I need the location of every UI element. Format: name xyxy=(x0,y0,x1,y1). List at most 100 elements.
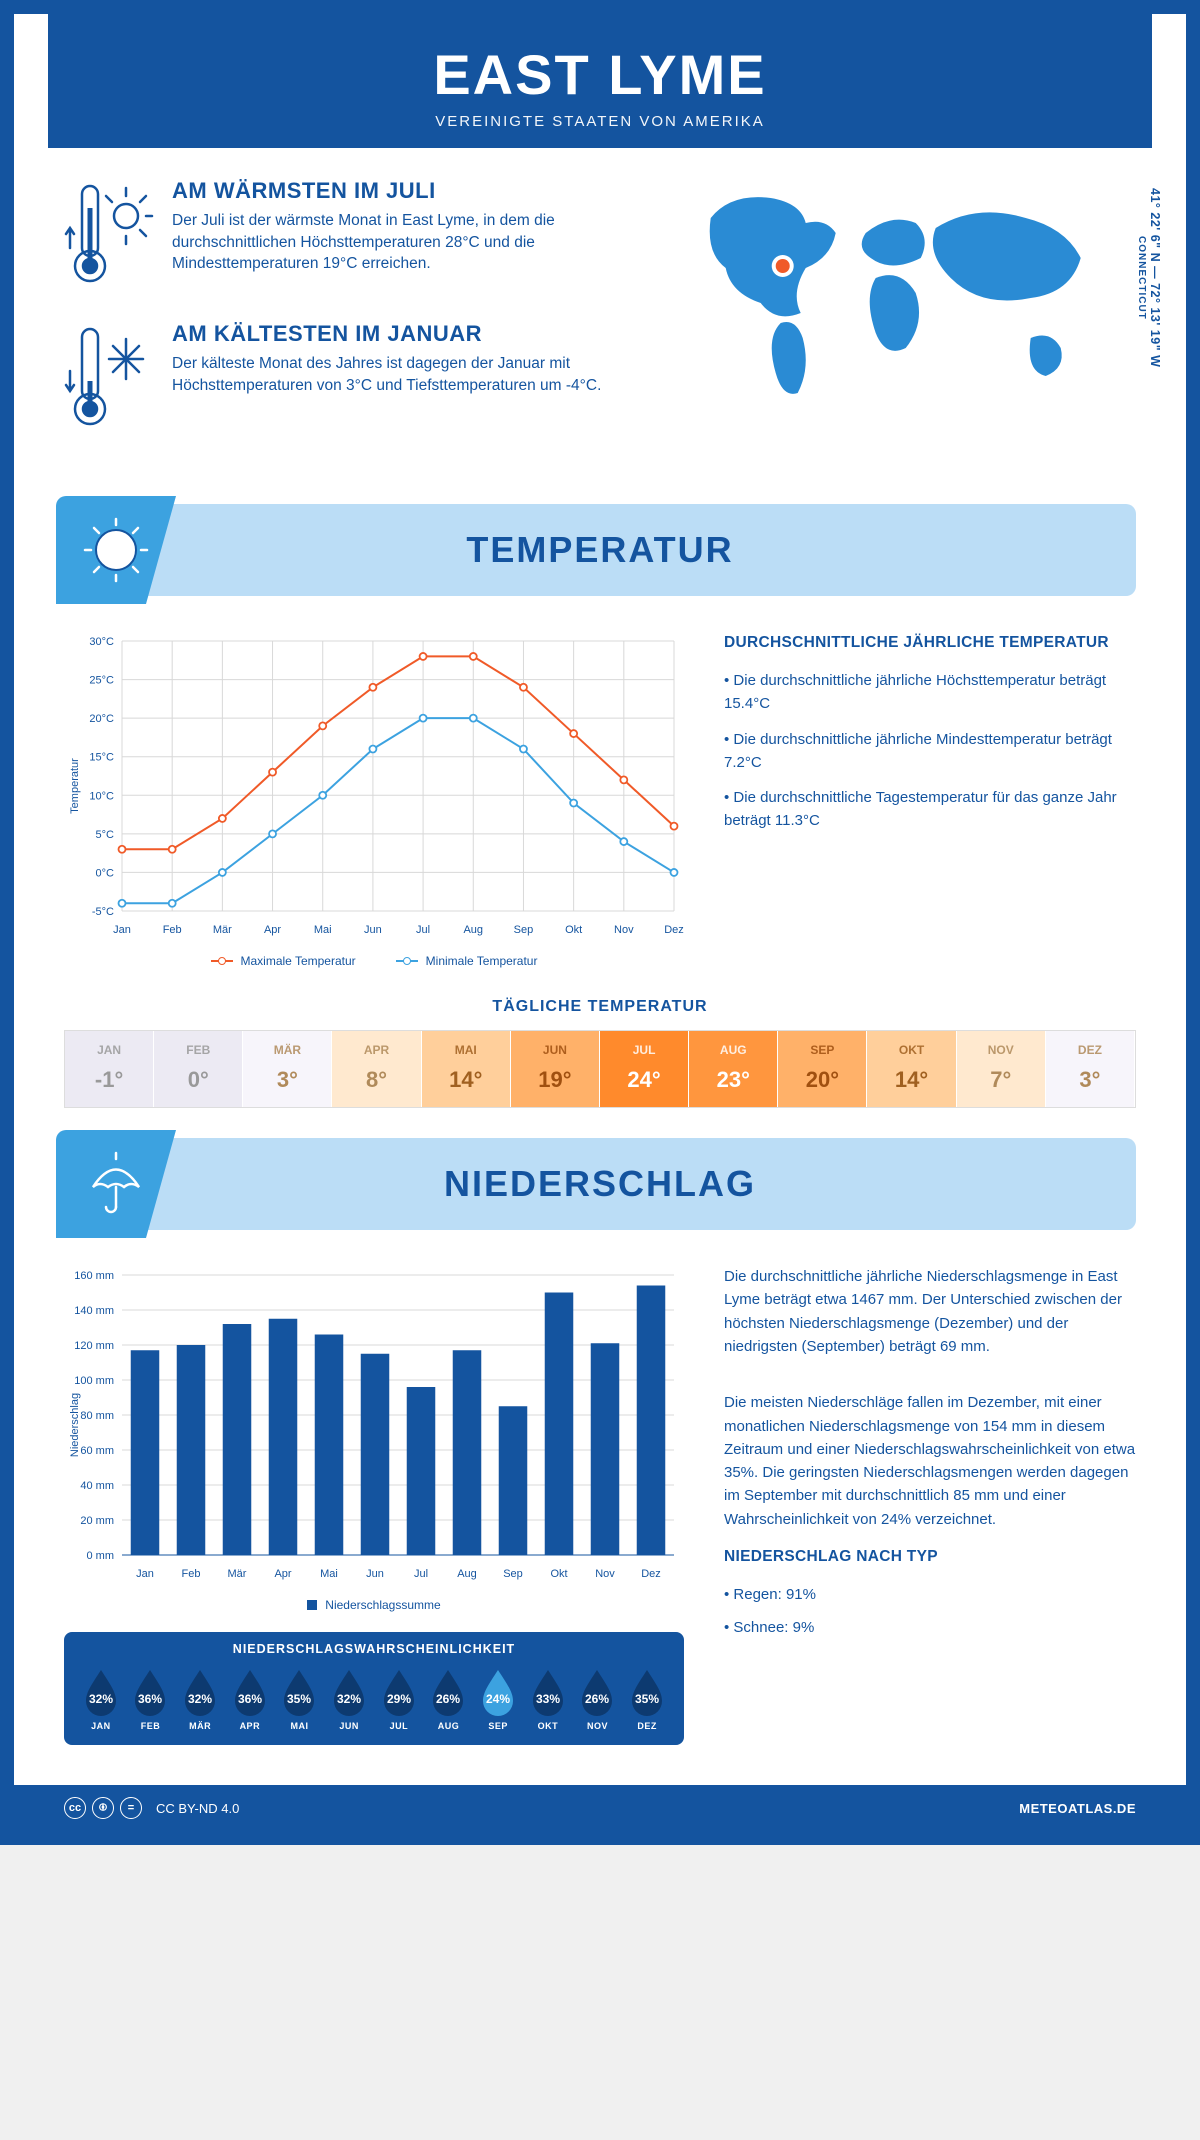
daily-temp-cell: JUL24° xyxy=(600,1031,689,1107)
svg-text:160 mm: 160 mm xyxy=(74,1270,114,1282)
legend-precip: Niederschlagssumme xyxy=(325,1598,440,1612)
svg-text:Aug: Aug xyxy=(457,1568,477,1580)
thermometer-cold-icon xyxy=(64,321,154,436)
legend-max: Maximale Temperatur xyxy=(241,954,356,968)
header: EAST LYME VEREINIGTE STAATEN VON AMERIKA xyxy=(48,14,1152,148)
page-subtitle: VEREINIGTE STAATEN VON AMERIKA xyxy=(48,113,1152,130)
daily-temp-cell: AUG23° xyxy=(689,1031,778,1107)
precip-type-title: NIEDERSCHLAG NACH TYP xyxy=(724,1545,1136,1569)
nd-icon: = xyxy=(120,1797,142,1819)
daily-temp-cell: APR8° xyxy=(332,1031,421,1107)
daily-temp-cell: MÄR3° xyxy=(243,1031,332,1107)
svg-text:29%: 29% xyxy=(387,1692,411,1706)
probability-drop: 24%SEP xyxy=(475,1666,521,1731)
temp-bullet: • Die durchschnittliche Tagestemperatur … xyxy=(724,786,1136,833)
svg-text:Nov: Nov xyxy=(595,1568,615,1580)
probability-drop: 29%JUL xyxy=(376,1666,422,1731)
temperature-line-chart: -5°C0°C5°C10°C15°C20°C25°C30°CJanFebMärA… xyxy=(64,631,684,941)
svg-text:25°C: 25°C xyxy=(89,675,114,687)
probability-drop: 32%MÄR xyxy=(177,1666,223,1731)
license-text: CC BY-ND 4.0 xyxy=(156,1801,239,1816)
warm-fact: AM WÄRMSTEN IM JULI Der Juli ist der wär… xyxy=(64,178,605,293)
cold-fact: AM KÄLTESTEN IM JANUAR Der kälteste Mona… xyxy=(64,321,605,436)
cc-icon: cc xyxy=(64,1797,86,1819)
svg-text:35%: 35% xyxy=(635,1692,659,1706)
daily-temp-cell: JUN19° xyxy=(511,1031,600,1107)
probability-drop: 36%APR xyxy=(227,1666,273,1731)
svg-text:32%: 32% xyxy=(188,1692,212,1706)
svg-text:Jun: Jun xyxy=(366,1568,384,1580)
svg-text:Okt: Okt xyxy=(565,924,582,936)
svg-text:Mai: Mai xyxy=(320,1568,338,1580)
thermometer-hot-icon xyxy=(64,178,154,293)
umbrella-icon xyxy=(56,1130,176,1238)
svg-text:15°C: 15°C xyxy=(89,752,114,764)
license-block: cc 🅯 = CC BY-ND 4.0 xyxy=(64,1797,239,1819)
svg-text:26%: 26% xyxy=(585,1692,609,1706)
precipitation-heading: NIEDERSCHLAG xyxy=(444,1163,756,1205)
coord-lon: 72° 13' 19" W xyxy=(1148,283,1162,367)
coord-lat: 41° 22' 6" N xyxy=(1148,188,1162,262)
daily-temp-cell: SEP20° xyxy=(778,1031,867,1107)
svg-text:10°C: 10°C xyxy=(89,790,114,802)
svg-text:Jan: Jan xyxy=(136,1568,154,1580)
svg-text:Feb: Feb xyxy=(163,924,182,936)
svg-text:80 mm: 80 mm xyxy=(80,1410,114,1422)
svg-text:Mär: Mär xyxy=(228,1568,247,1580)
svg-text:40 mm: 40 mm xyxy=(80,1480,114,1492)
svg-text:Dez: Dez xyxy=(641,1568,661,1580)
site-name: METEOATLAS.DE xyxy=(1019,1801,1136,1816)
cold-title: AM KÄLTESTEN IM JANUAR xyxy=(172,321,605,347)
daily-temp-grid: JAN-1°FEB0°MÄR3°APR8°MAI14°JUN19°JUL24°A… xyxy=(64,1030,1136,1108)
temp-info-title: DURCHSCHNITTLICHE JÄHRLICHE TEMPERATUR xyxy=(724,631,1136,655)
temperature-info: DURCHSCHNITTLICHE JÄHRLICHE TEMPERATUR •… xyxy=(724,631,1136,845)
precip-p1: Die durchschnittliche jährliche Niedersc… xyxy=(724,1265,1136,1358)
coordinates: 41° 22' 6" N — 72° 13' 19" W CONNECTICUT xyxy=(1134,188,1162,367)
svg-text:Jul: Jul xyxy=(416,924,430,936)
svg-text:Niederschlag: Niederschlag xyxy=(69,1393,81,1457)
svg-text:26%: 26% xyxy=(436,1692,460,1706)
probability-drop: 26%AUG xyxy=(426,1666,472,1731)
svg-text:120 mm: 120 mm xyxy=(74,1340,114,1352)
daily-temp-cell: MAI14° xyxy=(422,1031,511,1107)
by-icon: 🅯 xyxy=(92,1797,114,1819)
svg-text:140 mm: 140 mm xyxy=(74,1305,114,1317)
svg-text:32%: 32% xyxy=(89,1692,113,1706)
world-map: 41° 22' 6" N — 72° 13' 19" W CONNECTICUT xyxy=(645,178,1136,464)
svg-text:Jun: Jun xyxy=(364,924,382,936)
svg-text:30°C: 30°C xyxy=(89,636,114,648)
svg-text:-5°C: -5°C xyxy=(92,906,114,918)
coord-region: CONNECTICUT xyxy=(1136,236,1147,320)
probability-title: NIEDERSCHLAGSWAHRSCHEINLICHKEIT xyxy=(78,1642,670,1656)
svg-text:Okt: Okt xyxy=(550,1568,567,1580)
svg-text:Sep: Sep xyxy=(503,1568,523,1580)
warm-title: AM WÄRMSTEN IM JULI xyxy=(172,178,605,204)
svg-text:20 mm: 20 mm xyxy=(80,1515,114,1527)
svg-text:Feb: Feb xyxy=(182,1568,201,1580)
svg-text:33%: 33% xyxy=(536,1692,560,1706)
probability-drop: 26%NOV xyxy=(575,1666,621,1731)
precipitation-bar-chart: 0 mm20 mm40 mm60 mm80 mm100 mm120 mm140 … xyxy=(64,1265,684,1585)
infographic-page: EAST LYME VEREINIGTE STAATEN VON AMERIKA… xyxy=(0,0,1200,1845)
temperature-banner: TEMPERATUR xyxy=(64,504,1136,596)
daily-temp-cell: OKT14° xyxy=(867,1031,956,1107)
temperature-heading: TEMPERATUR xyxy=(466,529,733,571)
svg-text:0°C: 0°C xyxy=(96,867,115,879)
probability-drop: 35%MAI xyxy=(277,1666,323,1731)
svg-text:60 mm: 60 mm xyxy=(80,1445,114,1457)
sun-icon xyxy=(56,496,176,604)
probability-drop: 32%JUN xyxy=(326,1666,372,1731)
svg-text:Temperatur: Temperatur xyxy=(69,758,81,814)
probability-drop: 33%OKT xyxy=(525,1666,571,1731)
precipitation-banner: NIEDERSCHLAG xyxy=(64,1138,1136,1230)
svg-text:Dez: Dez xyxy=(664,924,684,936)
svg-text:0 mm: 0 mm xyxy=(87,1550,115,1562)
svg-text:35%: 35% xyxy=(287,1692,311,1706)
probability-drop: 32%JAN xyxy=(78,1666,124,1731)
daily-temp-cell: NOV7° xyxy=(957,1031,1046,1107)
footer: cc 🅯 = CC BY-ND 4.0 METEOATLAS.DE xyxy=(14,1785,1186,1831)
legend-min: Minimale Temperatur xyxy=(426,954,538,968)
daily-temp-cell: DEZ3° xyxy=(1046,1031,1135,1107)
precipitation-info: Die durchschnittliche jährliche Niedersc… xyxy=(724,1265,1136,1649)
svg-text:Apr: Apr xyxy=(274,1568,291,1580)
